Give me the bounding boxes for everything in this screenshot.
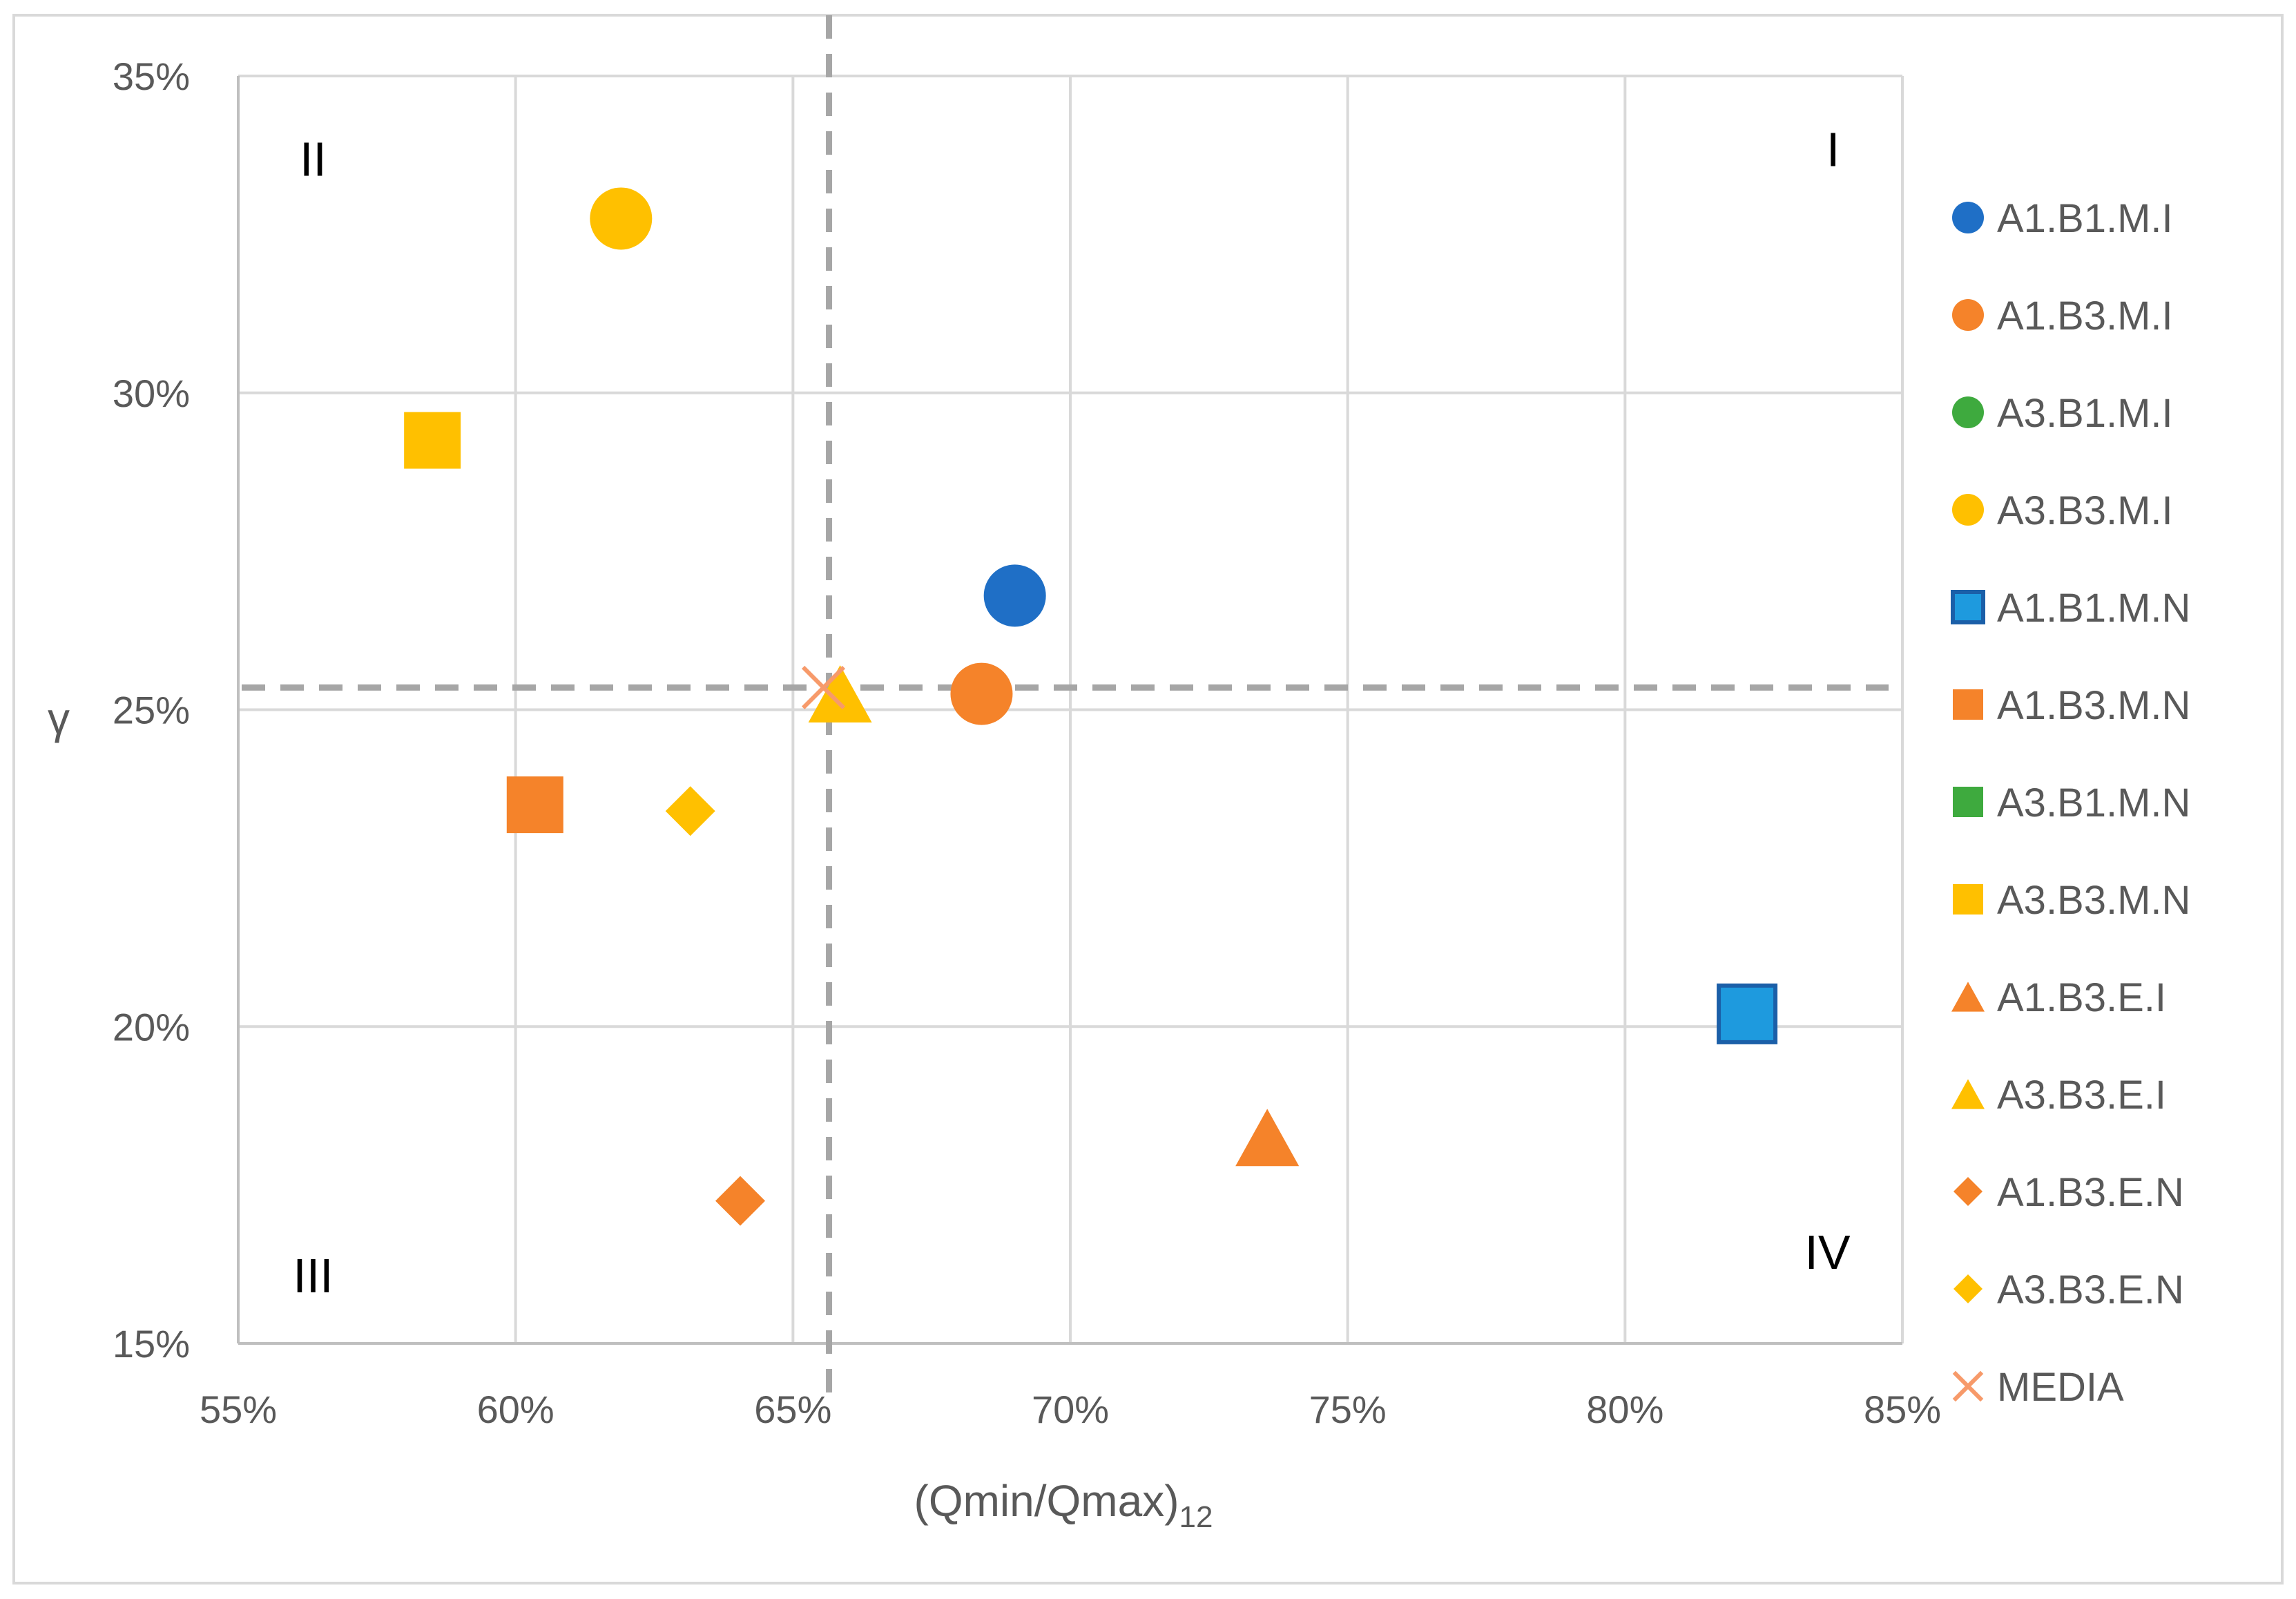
data-point	[506, 776, 563, 834]
legend-label: A3.B3.M.N	[1997, 878, 2190, 923]
legend-label: MEDIA	[1997, 1365, 2124, 1410]
gridlines	[237, 75, 1904, 1345]
data-point	[801, 665, 846, 709]
legend-label: A1.B1.M.N	[1997, 586, 2190, 631]
legend-marker	[1952, 1370, 1984, 1402]
legend-label: A1.B3.M.I	[1997, 294, 2173, 338]
data-points	[404, 187, 1778, 1226]
data-point	[808, 665, 872, 722]
quadrant-label: III	[293, 1249, 333, 1303]
legend-label: A3.B3.E.I	[1997, 1073, 2166, 1118]
y-axis-title: γ	[48, 693, 70, 743]
data-point	[950, 662, 1013, 725]
legend-label: A1.B3.E.I	[1997, 975, 2166, 1020]
legend-label: A3.B1.M.I	[1997, 391, 2173, 436]
x-tick-label: 60%	[477, 1388, 554, 1431]
legend-label: A1.B3.M.N	[1997, 683, 2190, 728]
y-tick-label: 20%	[113, 1005, 190, 1049]
y-tick-label: 15%	[113, 1322, 190, 1366]
x-tick-label: 85%	[1864, 1388, 1941, 1431]
axes	[237, 76, 1902, 1345]
x-tick-label: 80%	[1586, 1388, 1663, 1431]
reference-lines	[242, 15, 1889, 1395]
x-tick-label: 75%	[1309, 1388, 1387, 1431]
data-point	[590, 187, 653, 250]
legend-marker	[1952, 396, 1984, 428]
legend-label: A3.B3.E.N	[1997, 1267, 2184, 1312]
x-axis-tick-labels: 55% 60% 65% 70% 75% 80% 85%	[200, 1388, 1941, 1431]
y-tick-label: 25%	[113, 689, 190, 732]
quadrant-label: II	[300, 132, 327, 186]
legend-marker	[1951, 982, 1985, 1012]
legend-marker	[1953, 689, 1983, 720]
legend-marker	[1953, 1177, 1983, 1206]
data-point	[983, 564, 1046, 627]
legend-marker	[1953, 1274, 1983, 1303]
legend-marker	[1953, 884, 1983, 915]
legend-label: A1.B3.E.N	[1997, 1170, 2184, 1215]
data-point	[404, 412, 461, 469]
x-tick-label: 65%	[754, 1388, 831, 1431]
legend-marker	[1952, 299, 1984, 331]
legend-label: A1.B1.M.I	[1997, 196, 2173, 241]
y-axis-tick-labels: 15% 20% 25% 30% 35%	[113, 55, 190, 1366]
data-point	[715, 1176, 766, 1226]
x-tick-label: 70%	[1032, 1388, 1109, 1431]
legend-marker	[1952, 202, 1984, 233]
legend-marker	[1951, 1079, 1985, 1109]
chart-outer-border	[12, 14, 2284, 1584]
data-point	[1717, 983, 1778, 1044]
legend-label: A3.B1.M.N	[1997, 781, 2190, 825]
legend-marker	[1952, 494, 1984, 526]
quadrant-label: I	[1826, 123, 1840, 177]
data-point	[665, 786, 715, 836]
x-axis-title: (Qmin/Qmax)12	[914, 1476, 1213, 1534]
quadrant-label: IV	[1804, 1225, 1850, 1279]
x-axis-title-subscript: 12	[1179, 1500, 1213, 1534]
y-tick-label: 30%	[113, 372, 190, 415]
x-tick-label: 55%	[200, 1388, 277, 1431]
x-axis-title-main: (Qmin/Qmax)	[914, 1476, 1179, 1526]
legend: A1.B1.M.I A1.B3.M.I A3.B1.M.I A3.B3.M.I A1.B…	[1951, 196, 2190, 1410]
legend-marker	[1951, 590, 1985, 624]
data-point	[1235, 1109, 1300, 1167]
legend-marker	[1953, 787, 1983, 817]
y-tick-label: 35%	[113, 55, 190, 98]
legend-label: A3.B3.M.I	[1997, 488, 2173, 533]
